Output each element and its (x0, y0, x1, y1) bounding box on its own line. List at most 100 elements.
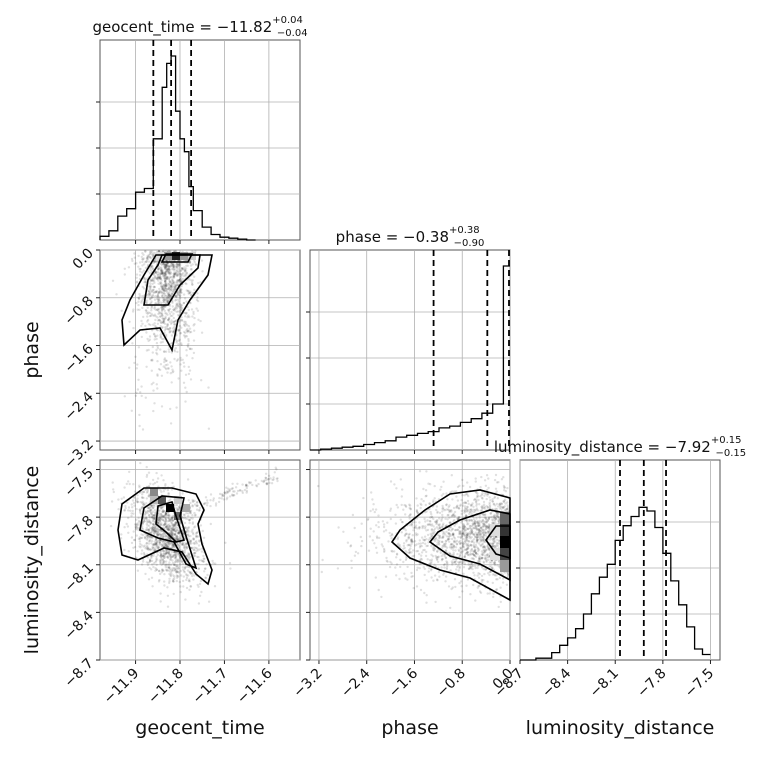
sample-point (408, 517, 411, 520)
sample-point (445, 566, 449, 569)
sample-point (176, 305, 180, 308)
sample-point (485, 497, 488, 501)
sample-point (422, 538, 425, 541)
sample-point (452, 549, 455, 552)
sample-point (175, 262, 178, 265)
sample-point (163, 273, 166, 276)
sample-point (185, 329, 188, 332)
sample-point (138, 294, 142, 298)
sample-point (153, 338, 156, 341)
sample-point (197, 567, 200, 570)
sample-point (152, 381, 155, 384)
sample-point (149, 285, 153, 288)
sample-point (171, 567, 174, 570)
sample-point (387, 540, 390, 543)
sample-point (159, 281, 162, 284)
sample-point (166, 299, 169, 303)
sample-point (420, 544, 423, 548)
sample-point (123, 548, 126, 552)
sample-point (175, 274, 179, 278)
sample-point (454, 546, 458, 549)
sample-point (188, 331, 192, 334)
sample-point (131, 506, 134, 509)
sample-point (156, 294, 160, 297)
sample-point (168, 264, 171, 267)
sample-point (435, 522, 438, 526)
sample-point (360, 544, 363, 548)
sample-point (166, 488, 170, 492)
sample-point (164, 544, 168, 548)
sample-point (171, 285, 174, 288)
sample-point (173, 323, 176, 326)
sample-point (441, 510, 444, 513)
sample-point (492, 503, 495, 506)
sample-point (159, 262, 162, 266)
sample-point (421, 541, 425, 545)
sample-point (146, 518, 149, 521)
sample-point (178, 545, 181, 548)
sample-point (180, 277, 183, 280)
sample-point (488, 501, 491, 504)
sample-point (170, 263, 173, 266)
sample-point (265, 482, 269, 485)
sample-point (181, 492, 184, 495)
sample-point (140, 385, 143, 388)
sample-point (251, 483, 254, 487)
sample-point (460, 509, 463, 513)
sample-point (164, 283, 168, 287)
sample-point (170, 286, 173, 289)
sample-point (136, 388, 140, 391)
sample-point (483, 479, 487, 482)
sample-point (156, 353, 159, 356)
sample-point (178, 580, 181, 584)
tick-label-x: −3.2 (290, 666, 325, 701)
sample-point (137, 265, 140, 268)
sample-point (193, 323, 196, 326)
sample-point (187, 365, 190, 369)
sample-point (137, 346, 141, 349)
sample-point (179, 303, 182, 306)
sample-point (194, 263, 197, 266)
sample-point (192, 351, 196, 355)
sample-point (179, 278, 182, 281)
sample-point (177, 267, 180, 271)
sample-point (148, 510, 151, 513)
sample-point (424, 554, 428, 558)
sample-point (148, 292, 152, 295)
sample-point (161, 340, 164, 344)
sample-point (466, 551, 469, 554)
sample-point (353, 554, 357, 557)
sample-point (189, 539, 193, 542)
sample-point (156, 276, 160, 279)
sample-point (435, 526, 439, 529)
sample-point (481, 497, 484, 500)
sample-point (447, 585, 451, 588)
sample-point (495, 578, 498, 581)
sample-point (167, 269, 170, 272)
sample-point (128, 366, 131, 369)
sample-point (184, 566, 187, 569)
sample-point (187, 339, 190, 343)
sample-point (158, 310, 161, 314)
sample-point (173, 271, 176, 274)
sample-point (176, 293, 180, 296)
sample-point (374, 508, 378, 511)
sample-point (173, 268, 177, 271)
sample-point (483, 525, 486, 528)
sample-point (236, 482, 239, 485)
sample-point (165, 514, 168, 517)
sample-point (475, 536, 478, 539)
sample-point (142, 287, 146, 290)
sample-point (444, 545, 447, 548)
sample-point (145, 260, 148, 263)
sample-point (465, 519, 468, 522)
sample-point (131, 259, 134, 263)
sample-point (163, 357, 167, 360)
tick-label-y: −8.1 (61, 560, 96, 595)
sample-point (160, 272, 163, 276)
sample-point (418, 567, 421, 570)
sample-point (144, 277, 147, 280)
sample-point (143, 517, 146, 520)
sample-point (175, 564, 178, 567)
sample-point (148, 285, 152, 289)
